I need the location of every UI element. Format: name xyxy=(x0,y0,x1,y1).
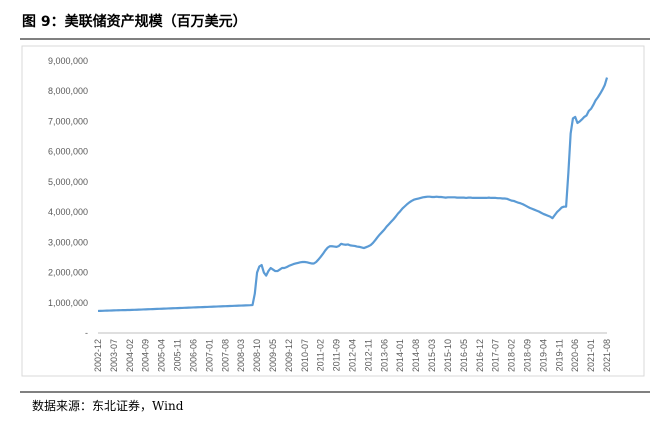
y-tick-label: 3,000,000 xyxy=(48,237,88,247)
y-tick-label: 8,000,000 xyxy=(48,86,88,96)
source-note: 数据来源：东北证券，Wind xyxy=(32,398,184,413)
x-tick-label: 2018-09 xyxy=(522,339,532,372)
x-tick-label: 2015-03 xyxy=(427,339,437,372)
x-tick-label: 2014-01 xyxy=(395,339,405,372)
x-tick-label: 2006-06 xyxy=(188,339,198,372)
x-tick-label: 2005-11 xyxy=(173,339,183,371)
y-tick-label: 2,000,000 xyxy=(48,268,88,278)
x-tick-label: 2019-11 xyxy=(554,339,564,371)
x-tick-label: 2003-07 xyxy=(109,339,119,372)
data-line xyxy=(97,77,609,313)
x-tick-label: 2005-04 xyxy=(157,339,167,372)
y-tick-label: 4,000,000 xyxy=(48,207,88,217)
x-tick-label: 2009-12 xyxy=(284,339,294,372)
x-tick-label: 2009-05 xyxy=(268,339,278,372)
x-tick-label: 2019-04 xyxy=(538,339,548,372)
x-tick-label: 2002-12 xyxy=(93,339,103,372)
x-tick-label: 2017-07 xyxy=(491,339,501,372)
x-tick-label: 2012-04 xyxy=(348,339,358,372)
x-tick-label: 2008-10 xyxy=(252,339,262,372)
x-tick-label: 2020-06 xyxy=(570,339,580,372)
x-tick-label: 2013-06 xyxy=(379,339,389,372)
x-tick-label: 2011-09 xyxy=(332,339,342,371)
chart-title: 图 9：美联储资产规模（百万美元） xyxy=(22,13,247,30)
x-tick-label: 2004-02 xyxy=(125,339,135,372)
x-tick-label: 2018-02 xyxy=(507,339,517,372)
x-tick-label: 2014-08 xyxy=(411,339,421,372)
x-tick-label: 2015-10 xyxy=(443,339,453,372)
x-tick-label: 2008-03 xyxy=(236,339,246,372)
x-tick-label: 2016-05 xyxy=(459,339,469,372)
x-tick-label: 2021-08 xyxy=(602,339,612,372)
y-tick-label: 6,000,000 xyxy=(48,147,88,157)
y-tick-label: - xyxy=(85,328,88,338)
x-tick-label: 2007-01 xyxy=(204,339,214,372)
y-tick-label: 9,000,000 xyxy=(48,56,88,66)
x-tick-label: 2012-11 xyxy=(363,339,373,371)
x-tick-label: 2016-12 xyxy=(475,339,485,372)
x-tick-label: 2004-09 xyxy=(141,339,151,372)
y-tick-label: 1,000,000 xyxy=(48,298,88,308)
x-tick-label: 2021-01 xyxy=(586,339,596,372)
chart-frame xyxy=(21,45,645,377)
x-tick-label: 2011-02 xyxy=(316,339,326,371)
y-tick-label: 5,000,000 xyxy=(48,177,88,187)
y-tick-label: 7,000,000 xyxy=(48,116,88,126)
x-tick-label: 2010-07 xyxy=(300,339,310,372)
x-tick-label: 2007-08 xyxy=(220,339,230,372)
